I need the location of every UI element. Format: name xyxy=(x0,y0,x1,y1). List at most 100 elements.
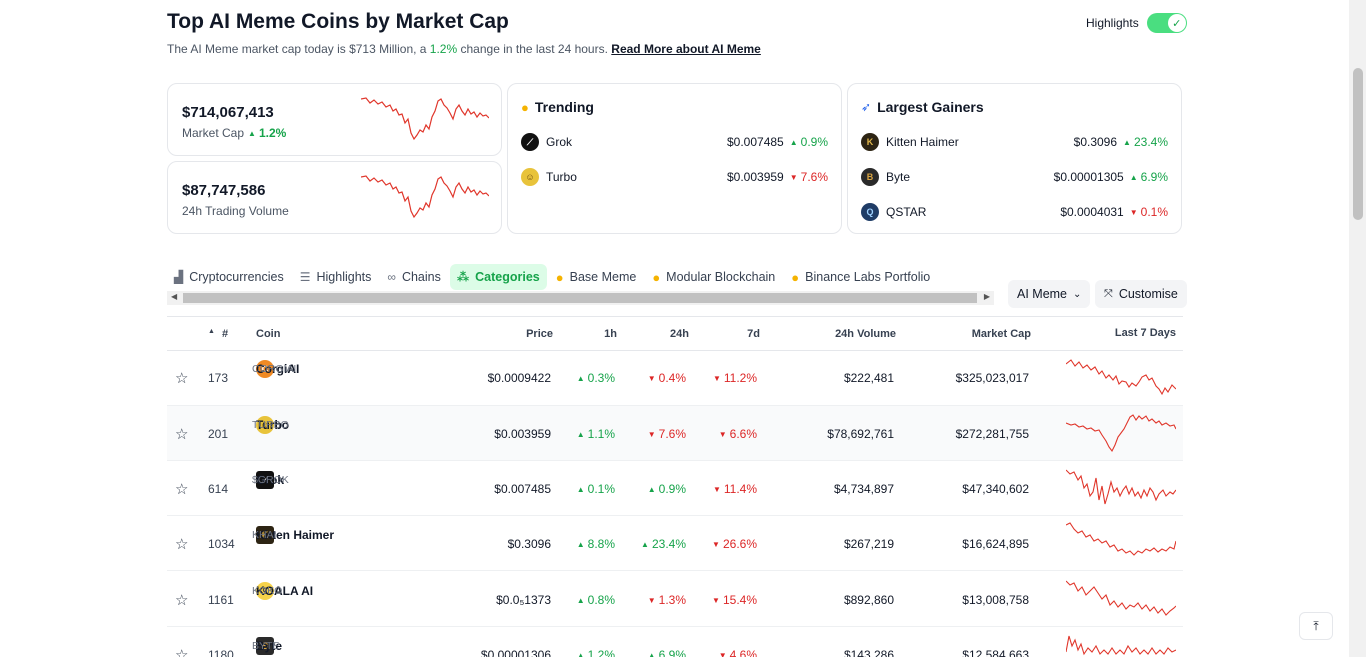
gainer-item-change: 6.9% xyxy=(1130,170,1168,184)
header-24h[interactable]: 24h xyxy=(670,328,689,340)
market-cap-label-text: Market Cap xyxy=(182,126,245,140)
row-coin-name: Grok xyxy=(256,473,285,487)
row-price: $0.007485 xyxy=(494,482,551,496)
header-market-cap[interactable]: Market Cap xyxy=(971,328,1031,340)
tabs-scrollbar[interactable]: ◀ ▶ xyxy=(167,291,994,305)
table-row[interactable]: ☆ 1034 K Kitten Haimer KHAI $0.3096 8.8%… xyxy=(167,516,1183,571)
sort-icon[interactable]: ▲ xyxy=(208,328,215,335)
row-rank: 614 xyxy=(208,482,229,496)
tab-label: Modular Blockchain xyxy=(666,270,776,284)
header-7d[interactable]: 7d xyxy=(747,328,760,340)
trending-card: ● Trending ⟋ Grok $0.007485 0.9% ☺ Turbo… xyxy=(507,83,842,234)
category-select[interactable]: AI Meme ⌄ xyxy=(1008,280,1091,308)
row-rank: 173 xyxy=(208,371,229,385)
tab-cryptocurrencies[interactable]: ▟ Cryptocurrencies xyxy=(167,264,291,290)
row-price: $0.00001306 xyxy=(480,648,551,657)
row-rank: 201 xyxy=(208,427,229,441)
trending-header: ● Trending xyxy=(521,99,594,115)
star-icon[interactable]: ☆ xyxy=(175,426,189,443)
row-sparkline xyxy=(1066,414,1176,453)
rocket-icon: ➶ xyxy=(861,100,872,114)
list-icon: ☰ xyxy=(299,270,311,284)
turbo-icon: ☺ xyxy=(256,416,274,434)
trading-volume-sparkline xyxy=(361,175,489,219)
gainer-item[interactable]: Q QSTAR $0.0004031 0.1% xyxy=(861,201,1168,223)
tab-chains[interactable]: ∞ Chains xyxy=(380,264,447,290)
trading-volume-label: 24h Trading Volume xyxy=(182,204,289,218)
row-market-cap: $47,340,602 xyxy=(962,482,1029,496)
header-price[interactable]: Price xyxy=(526,328,553,340)
star-icon[interactable]: ☆ xyxy=(175,370,189,387)
star-icon[interactable]: ☆ xyxy=(175,536,189,553)
tab-modular-blockchain[interactable]: ● Modular Blockchain xyxy=(645,264,782,290)
page-scrollbar-thumb[interactable] xyxy=(1353,68,1363,220)
customise-button[interactable]: ⤧ Customise xyxy=(1095,280,1187,308)
star-icon[interactable]: ☆ xyxy=(175,647,189,657)
row-24h: 6.9% xyxy=(648,648,686,657)
header-rank[interactable]: # xyxy=(222,328,229,340)
tab-label: Binance Labs Portfolio xyxy=(805,270,931,284)
header-coin[interactable]: Coin xyxy=(256,328,281,340)
gainer-item-price: $0.0004031 xyxy=(1060,205,1124,219)
corgiai-icon: C xyxy=(256,360,274,378)
trending-item-name: Turbo xyxy=(546,170,577,184)
row-market-cap: $272,281,755 xyxy=(955,427,1029,441)
row-price: $0.0₅1373 xyxy=(496,593,551,607)
trading-volume-value: $87,747,586 xyxy=(182,182,266,199)
tab-binance-labs-portfolio[interactable]: ● Binance Labs Portfolio xyxy=(784,264,937,290)
star-icon[interactable]: ☆ xyxy=(175,592,189,609)
highlights-control: Highlights ✓ xyxy=(1086,13,1187,33)
row-rank: 1180 xyxy=(208,648,234,657)
row-sparkline xyxy=(1066,635,1176,656)
table-row[interactable]: ☆ 614 ⟋ Grok $GROK $0.007485 0.1% 0.9% 1… xyxy=(167,461,1183,516)
chevron-down-icon: ⌄ xyxy=(1073,288,1082,300)
row-1h: 0.3% xyxy=(577,371,615,385)
table-row[interactable]: ☆ 201 ☺ Turbo TURBO $0.003959 1.1% 7.6% … xyxy=(167,406,1183,461)
trending-item-name: Grok xyxy=(546,135,573,149)
gainer-item-name: QSTAR xyxy=(886,205,927,219)
row-volume: $143,286 xyxy=(843,648,894,657)
header-24h-volume[interactable]: 24h Volume xyxy=(835,328,896,340)
row-coin-symbol: BYTE xyxy=(252,640,280,652)
trending-item[interactable]: ☺ Turbo $0.003959 7.6% xyxy=(521,166,828,188)
table-row[interactable]: ☆ 1180 B Byte BYTE $0.00001306 1.2% 6.9%… xyxy=(167,627,1183,657)
header-1h[interactable]: 1h xyxy=(604,328,617,340)
kitten-haimer-icon: K xyxy=(256,526,274,544)
highlights-label: Highlights xyxy=(1086,16,1139,30)
star-icon[interactable]: ☆ xyxy=(175,481,189,498)
row-market-cap: $16,624,895 xyxy=(962,537,1029,551)
tab-highlights[interactable]: ☰ Highlights xyxy=(293,264,379,290)
check-icon: ✓ xyxy=(1167,14,1186,32)
row-rank: 1034 xyxy=(208,537,235,551)
row-7d: 6.6% xyxy=(719,427,757,441)
tab-label: Base Meme xyxy=(569,270,637,284)
tab-categories[interactable]: ⁂ Categories xyxy=(449,264,547,290)
table-row[interactable]: ☆ 1161 ʕ KOALA AI KOKO $0.0₅1373 0.8% 1.… xyxy=(167,572,1183,627)
trending-title: Trending xyxy=(534,99,594,115)
table-row[interactable]: ☆ 173 C CorgiAI CORGIAI $0.0009422 0.3% … xyxy=(167,351,1183,406)
trending-item[interactable]: ⟋ Grok $0.007485 0.9% xyxy=(521,131,828,153)
gainers-header: ➶ Largest Gainers xyxy=(861,99,984,115)
scroll-right-arrow-icon[interactable]: ▶ xyxy=(983,292,990,301)
tab-base-meme[interactable]: ● Base Meme xyxy=(549,264,644,290)
gainer-item[interactable]: K Kitten Haimer $0.3096 23.4% xyxy=(861,131,1168,153)
row-7d: 4.6% xyxy=(719,648,757,657)
scroll-left-arrow-icon[interactable]: ◀ xyxy=(171,292,178,301)
highlights-toggle[interactable]: ✓ xyxy=(1146,13,1187,33)
gainer-item[interactable]: B Byte $0.00001305 6.9% xyxy=(861,166,1168,188)
header-last-7-days: Last 7 Days xyxy=(1114,327,1176,339)
row-coin-name: CorgiAI xyxy=(256,362,300,376)
row-volume: $267,219 xyxy=(843,537,894,551)
trending-item-price: $0.007485 xyxy=(726,135,784,149)
scrollbar-thumb[interactable] xyxy=(183,293,977,303)
gainer-item-name: Byte xyxy=(886,170,911,184)
gainer-item-change: 0.1% xyxy=(1130,205,1168,219)
back-to-top-button[interactable]: ⤒ xyxy=(1299,612,1333,640)
page-scrollbar[interactable] xyxy=(1349,0,1366,657)
table-header: ▲ # Coin Price 1h 24h 7d 24h Volume Mark… xyxy=(167,316,1183,351)
read-more-link[interactable]: Read More about AI Meme xyxy=(611,42,761,56)
turbo-icon: ☺ xyxy=(521,168,539,186)
page-title: Top AI Meme Coins by Market Cap xyxy=(167,10,509,33)
row-sparkline xyxy=(1066,580,1176,616)
row-7d: 11.2% xyxy=(713,371,757,385)
